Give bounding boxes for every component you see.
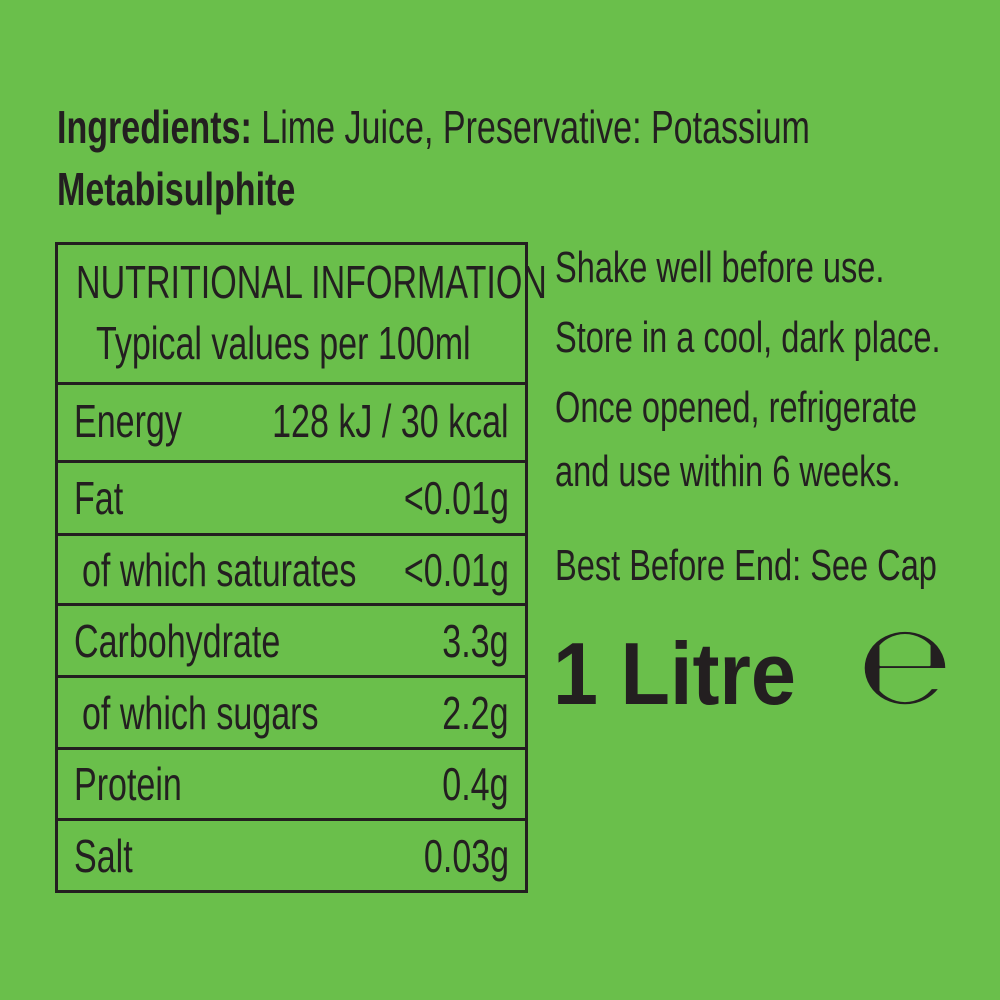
row-value: <0.01g [403, 472, 509, 524]
table-row: Salt 0.03g [58, 821, 525, 890]
ingredients-bold-text: Metabisulphite [57, 163, 296, 215]
row-value: 0.03g [423, 829, 509, 882]
instruction-refrigerate: Once opened, refrigerate [555, 383, 918, 432]
row-label: Fat [74, 472, 124, 524]
row-value: 2.2g [442, 686, 509, 739]
ingredients-label: Ingredients: [57, 101, 252, 153]
row-value: <0.01g [403, 543, 509, 596]
table-row: Carbohydrate 3.3g [58, 606, 525, 678]
instruction-store: Store in a cool, dark place. [555, 313, 941, 362]
row-label: Carbohydrate [74, 614, 281, 667]
row-value: 0.4g [442, 758, 509, 810]
table-row: Protein 0.4g [58, 750, 525, 821]
row-label: of which saturates [82, 543, 357, 596]
ingredients-line-1: Ingredients: Lime Juice, Preservative: P… [57, 104, 810, 150]
table-row: Energy 128 kJ / 30 kcal [58, 382, 525, 463]
table-row: Fat <0.01g [58, 463, 525, 536]
ingredients-text: Lime Juice, Preservative: Potassium [261, 101, 810, 153]
estimated-sign-icon: ℮ [858, 601, 952, 729]
nutrition-subtitle: Typical values per 100ml [96, 317, 471, 369]
table-row: of which sugars 2.2g [58, 678, 525, 750]
instruction-use-within: and use within 6 weeks. [555, 447, 901, 496]
best-before: Best Before End: See Cap [555, 541, 937, 590]
row-value: 3.3g [442, 614, 509, 667]
row-label: Energy [74, 395, 182, 447]
nutrition-title: NUTRITIONAL INFORMATION [76, 256, 547, 308]
row-value: 128 kJ / 30 kcal [272, 395, 509, 447]
nutrition-table: NUTRITIONAL INFORMATION Typical values p… [55, 242, 547, 893]
nutrition-header: NUTRITIONAL INFORMATION Typical values p… [58, 245, 547, 385]
row-label: Protein [74, 758, 182, 810]
instruction-shake: Shake well before use. [555, 243, 885, 292]
volume-text: 1 Litre [553, 624, 796, 723]
table-row: of which saturates <0.01g [58, 536, 525, 606]
row-label: Salt [74, 829, 133, 882]
row-label: of which sugars [82, 686, 319, 739]
